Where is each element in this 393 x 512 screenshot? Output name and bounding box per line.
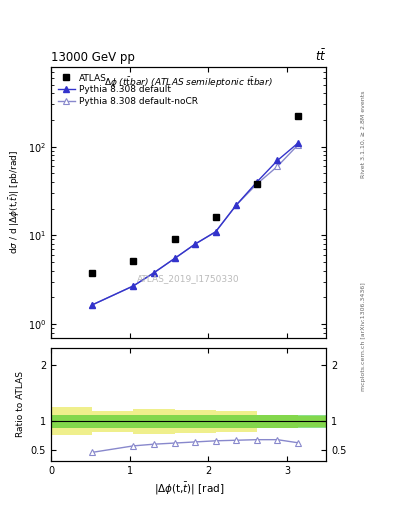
Pythia 8.308 default-noCR	[213, 229, 218, 235]
Text: 13000 GeV pp: 13000 GeV pp	[51, 51, 135, 64]
ATLAS	[255, 181, 259, 187]
Line: Pythia 8.308 default-noCR: Pythia 8.308 default-noCR	[90, 142, 301, 308]
Pythia 8.308 default-noCR	[90, 302, 95, 308]
Pythia 8.308 default	[213, 229, 218, 235]
ATLAS	[296, 113, 300, 119]
Pythia 8.308 default	[255, 179, 259, 185]
Text: Rivet 3.1.10, ≥ 2.8M events: Rivet 3.1.10, ≥ 2.8M events	[361, 91, 366, 178]
Pythia 8.308 default-noCR	[193, 241, 198, 247]
Pythia 8.308 default-noCR	[255, 181, 259, 187]
Legend: ATLAS, Pythia 8.308 default, Pythia 8.308 default-noCR: ATLAS, Pythia 8.308 default, Pythia 8.30…	[55, 71, 201, 109]
Text: ATLAS_2019_I1750330: ATLAS_2019_I1750330	[137, 274, 240, 283]
Pythia 8.308 default	[90, 302, 95, 308]
Pythia 8.308 default	[234, 202, 239, 208]
Text: mcplots.cern.ch [arXiv:1306.3436]: mcplots.cern.ch [arXiv:1306.3436]	[361, 282, 366, 391]
ATLAS	[131, 258, 136, 264]
Pythia 8.308 default	[193, 241, 198, 247]
Text: $\Delta\phi$ (t$\bar{\mathrm{t}}$bar) (ATLAS semileptonic t$\bar{\mathrm{t}}$bar: $\Delta\phi$ (t$\bar{\mathrm{t}}$bar) (A…	[104, 75, 273, 90]
Y-axis label: d$\sigma$ / d |$\Delta\phi$(t,$\bar{t}$)| [pb/rad]: d$\sigma$ / d |$\Delta\phi$(t,$\bar{t}$)…	[7, 150, 22, 254]
Pythia 8.308 default	[296, 140, 300, 146]
Pythia 8.308 default-noCR	[234, 202, 239, 208]
Pythia 8.308 default	[275, 157, 280, 163]
Pythia 8.308 default-noCR	[152, 270, 156, 276]
Line: Pythia 8.308 default: Pythia 8.308 default	[90, 140, 301, 308]
Pythia 8.308 default	[172, 255, 177, 262]
X-axis label: |$\Delta\phi$(t,$\bar{t}$)| [rad]: |$\Delta\phi$(t,$\bar{t}$)| [rad]	[154, 481, 224, 497]
ATLAS	[213, 214, 218, 220]
Pythia 8.308 default-noCR	[172, 255, 177, 262]
Y-axis label: Ratio to ATLAS: Ratio to ATLAS	[16, 372, 25, 437]
Pythia 8.308 default-noCR	[296, 142, 300, 148]
ATLAS	[172, 237, 177, 243]
ATLAS	[90, 270, 95, 276]
Text: $t\bar{t}$: $t\bar{t}$	[315, 49, 326, 64]
Pythia 8.308 default	[131, 283, 136, 289]
Pythia 8.308 default-noCR	[275, 163, 280, 169]
Line: ATLAS: ATLAS	[89, 113, 301, 276]
Pythia 8.308 default-noCR	[131, 283, 136, 289]
Pythia 8.308 default	[152, 270, 156, 276]
